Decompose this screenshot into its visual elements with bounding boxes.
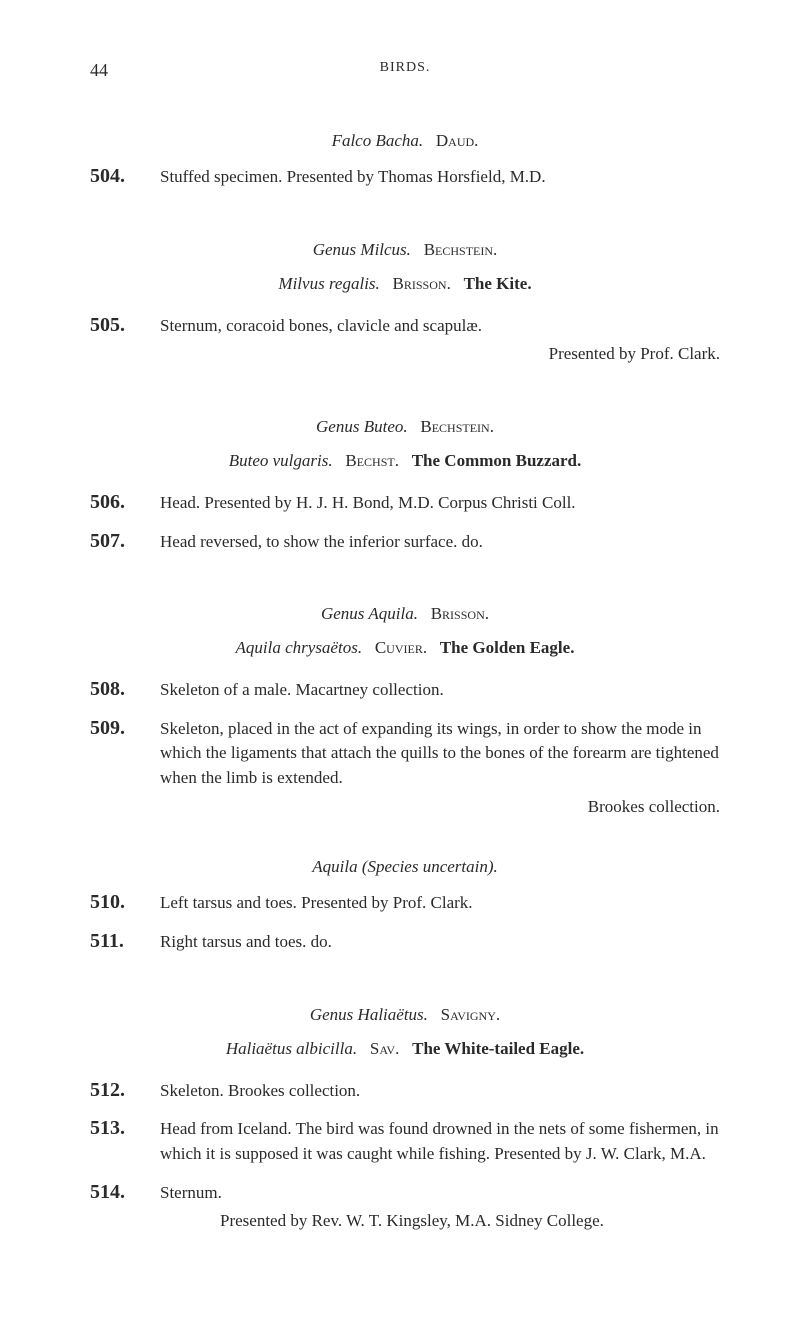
species-haliaetus: Haliaëtus albicilla. Sav. The White-tail…: [90, 1039, 720, 1059]
common-name: The Kite.: [464, 274, 532, 293]
entry-body: Sternum.: [160, 1183, 222, 1202]
species-auth: Brisson.: [393, 274, 451, 293]
presented-by: Presented by Prof. Clark.: [160, 342, 720, 367]
entry-text: Stuffed specimen. Presented by Thomas Ho…: [160, 165, 720, 190]
entry-514: 514. Sternum. Presented by Rev. W. T. Ki…: [90, 1181, 720, 1234]
species-name: Buteo vulgaris.: [229, 451, 333, 470]
falco-name: Falco Bacha.: [332, 131, 424, 150]
entry-body: Sternum, coracoid bones, clavicle and sc…: [160, 316, 482, 335]
falco-auth: Daud.: [436, 131, 479, 150]
genus-auth: Savigny.: [441, 1005, 500, 1024]
entry-num: 513.: [90, 1117, 160, 1166]
common-name: The Golden Eagle.: [440, 638, 575, 657]
page-header: 44 BIRDS.: [90, 60, 720, 81]
species-buteo: Buteo vulgaris. Bechst. The Common Buzza…: [90, 451, 720, 471]
entry-num: 508.: [90, 678, 160, 703]
entry-text: Head from Iceland. The bird was found dr…: [160, 1117, 720, 1166]
entry-num: 514.: [90, 1181, 160, 1234]
entry-512: 512. Skeleton. Brookes collection.: [90, 1079, 720, 1104]
entry-num: 509.: [90, 717, 160, 820]
page-title: BIRDS.: [90, 60, 720, 81]
genus-aquila: Genus Aquila. Brisson.: [90, 604, 720, 624]
entry-text: Skeleton. Brookes collection.: [160, 1079, 720, 1104]
genus-label: Genus Buteo.: [316, 417, 408, 436]
genus-auth: Bechstein.: [420, 417, 494, 436]
species-auth: Sav.: [370, 1039, 400, 1058]
species-milvus: Milvus regalis. Brisson. The Kite.: [90, 274, 720, 294]
genus-auth: Bechstein.: [424, 240, 498, 259]
entry-508: 508. Skeleton of a male. Macartney colle…: [90, 678, 720, 703]
entry-num: 512.: [90, 1079, 160, 1104]
genus-label: Genus Aquila.: [321, 604, 418, 623]
species-auth: Cuvier.: [375, 638, 427, 657]
entry-text: Sternum. Presented by Rev. W. T. Kingsle…: [160, 1181, 720, 1234]
entry-text: Skeleton, placed in the act of expanding…: [160, 717, 720, 820]
entry-num: 506.: [90, 491, 160, 516]
species-aquila: Aquila chrysaëtos. Cuvier. The Golden Ea…: [90, 638, 720, 658]
entry-num: 507.: [90, 530, 160, 555]
entry-body: Skeleton, placed in the act of expanding…: [160, 719, 719, 787]
entry-510: 510. Left tarsus and toes. Presented by …: [90, 891, 720, 916]
genus-auth: Brisson.: [431, 604, 489, 623]
species-name: Milvus regalis.: [278, 274, 379, 293]
common-name: The Common Buzzard.: [412, 451, 582, 470]
common-name: The White-tailed Eagle.: [412, 1039, 584, 1058]
aquila-uncertain: Aquila (Species uncertain).: [90, 857, 720, 877]
species-falco: Falco Bacha. Daud.: [90, 131, 720, 151]
entry-text: Head reversed, to show the inferior surf…: [160, 530, 720, 555]
entry-text: Skeleton of a male. Macartney collection…: [160, 678, 720, 703]
entry-504: 504. Stuffed specimen. Presented by Thom…: [90, 165, 720, 190]
entry-505: 505. Sternum, coracoid bones, clavicle a…: [90, 314, 720, 367]
entry-text: Right tarsus and toes. do.: [160, 930, 720, 955]
genus-label: Genus Haliaëtus.: [310, 1005, 428, 1024]
entry-text: Sternum, coracoid bones, clavicle and sc…: [160, 314, 720, 367]
genus-buteo: Genus Buteo. Bechstein.: [90, 417, 720, 437]
genus-haliaetus: Genus Haliaëtus. Savigny.: [90, 1005, 720, 1025]
genus-label: Genus Milcus.: [313, 240, 411, 259]
species-name: Aquila chrysaëtos.: [236, 638, 363, 657]
entry-text: Head. Presented by H. J. H. Bond, M.D. C…: [160, 491, 720, 516]
entry-num: 511.: [90, 930, 160, 955]
species-name: Haliaëtus albicilla.: [226, 1039, 357, 1058]
presented-by: Presented by Rev. W. T. Kingsley, M.A. S…: [160, 1209, 720, 1234]
entry-509: 509. Skeleton, placed in the act of expa…: [90, 717, 720, 820]
species-auth: Bechst.: [345, 451, 399, 470]
genus-milcus: Genus Milcus. Bechstein.: [90, 240, 720, 260]
entry-num: 505.: [90, 314, 160, 367]
entry-num: 510.: [90, 891, 160, 916]
entry-507: 507. Head reversed, to show the inferior…: [90, 530, 720, 555]
entry-num: 504.: [90, 165, 160, 190]
entry-513: 513. Head from Iceland. The bird was fou…: [90, 1117, 720, 1166]
presented-by: Brookes collection.: [160, 795, 720, 820]
entry-506: 506. Head. Presented by H. J. H. Bond, M…: [90, 491, 720, 516]
entry-text: Left tarsus and toes. Presented by Prof.…: [160, 891, 720, 916]
entry-511: 511. Right tarsus and toes. do.: [90, 930, 720, 955]
